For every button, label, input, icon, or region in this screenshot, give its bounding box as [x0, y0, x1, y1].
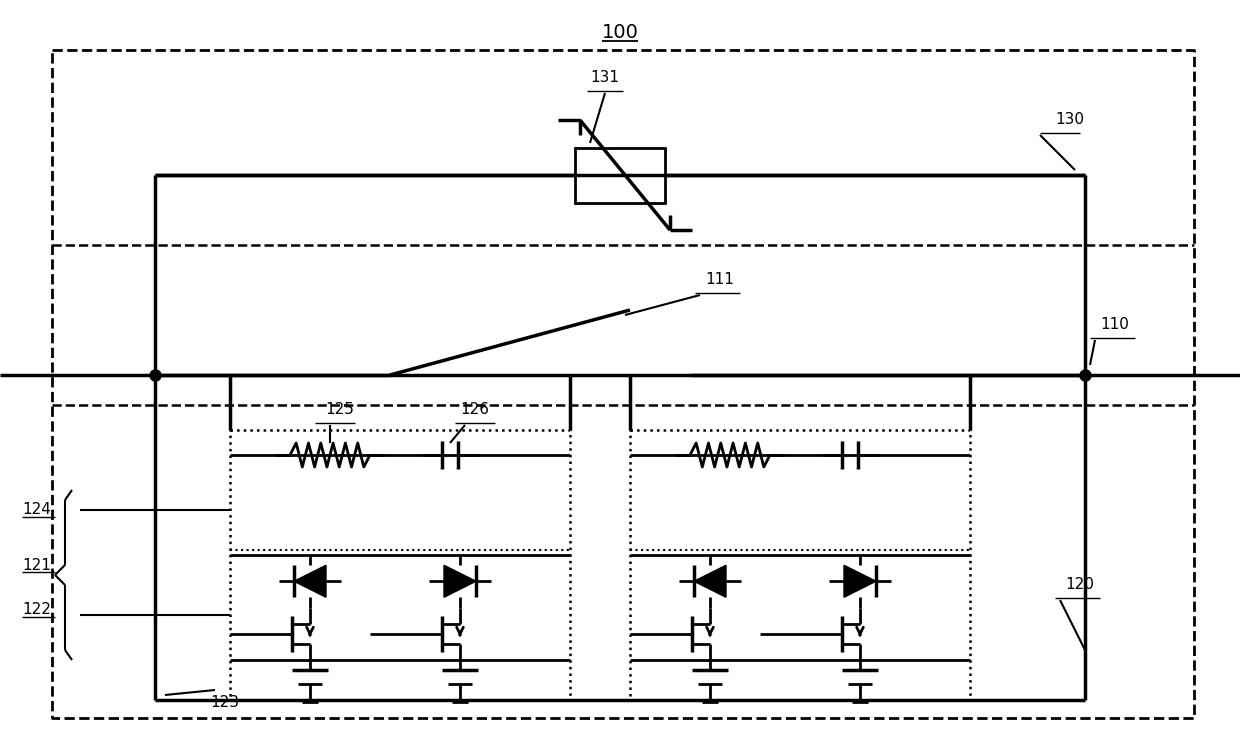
Text: 111: 111: [706, 272, 734, 287]
Text: 131: 131: [590, 70, 620, 85]
Text: 122: 122: [22, 603, 51, 618]
Text: 120: 120: [1065, 577, 1094, 592]
Text: 125: 125: [325, 402, 353, 417]
Text: 126: 126: [460, 402, 489, 417]
Text: 121: 121: [22, 557, 51, 572]
Polygon shape: [294, 565, 326, 598]
Text: 124: 124: [22, 503, 51, 518]
Text: 123: 123: [210, 695, 239, 710]
Bar: [575, 148, 665, 203]
Text: 110: 110: [1100, 317, 1128, 332]
Text: 130: 130: [1055, 112, 1084, 127]
Polygon shape: [444, 565, 476, 598]
Polygon shape: [694, 565, 725, 598]
Text: 100: 100: [601, 22, 639, 42]
Polygon shape: [844, 565, 875, 598]
